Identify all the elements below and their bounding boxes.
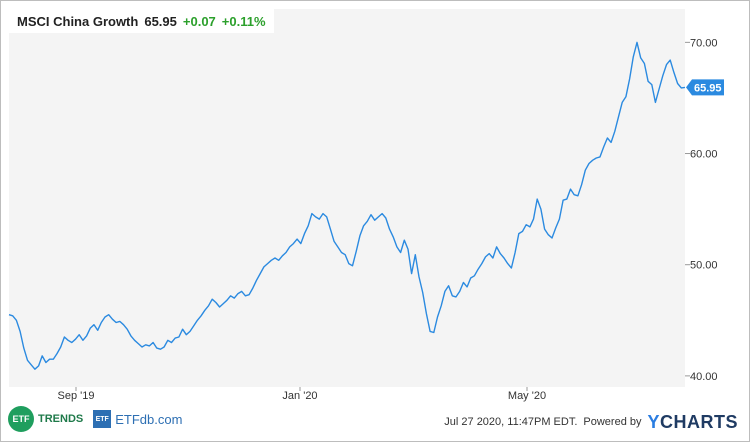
current-price: 65.95 — [144, 13, 177, 29]
ycharts-logo-rest: CHARTS — [660, 411, 738, 432]
etf-trends-text: TRENDS — [38, 413, 84, 425]
etf-trends-logo[interactable]: ETF TRENDS — [8, 406, 83, 432]
x-tick-label: Jan '20 — [282, 390, 317, 402]
last-value-badge: 65.95 — [686, 79, 724, 96]
ycharts-logo-y: Y — [647, 411, 660, 432]
x-tick-label: Sep '19 — [58, 390, 95, 402]
chart-header: MSCI China Growth 65.95 +0.07 +0.11% — [9, 9, 274, 33]
timestamp: Jul 27 2020, 11:47PM EDT. — [444, 416, 578, 428]
etfdb-badge-icon: ETF — [93, 410, 112, 428]
etf-trends-badge-icon: ETF — [8, 406, 34, 432]
x-tick-label: May '20 — [508, 390, 546, 402]
y-axis: 40.00 50.00 60.00 70.00 — [685, 37, 718, 383]
price-change-percent: +0.11% — [221, 13, 266, 29]
security-name: MSCI China Growth — [17, 13, 139, 29]
y-tick-label: 70.00 — [690, 37, 718, 49]
price-change: +0.07 — [182, 13, 216, 29]
y-tick-label: 50.00 — [690, 260, 718, 272]
price-line-series — [8, 41, 686, 370]
etfdb-logo[interactable]: ETF ETFdb.com — [93, 410, 182, 428]
last-value-label: 65.95 — [694, 82, 722, 94]
powered-by-label: Powered by — [583, 416, 642, 428]
chart-attribution: Jul 27 2020, 11:47PM EDT. Powered by YCH… — [444, 412, 738, 432]
sponsor-logos: ETF TRENDS ETF ETFdb.com — [8, 405, 182, 433]
last-value-badge-shape — [686, 79, 724, 96]
x-axis: Sep '19 Jan '20 May '20 — [58, 387, 546, 402]
y-tick-label: 60.00 — [690, 149, 718, 161]
y-tick-label: 40.00 — [690, 371, 718, 383]
ycharts-logo[interactable]: YCHARTS — [647, 412, 738, 433]
etfdb-text: ETFdb.com — [115, 411, 183, 427]
